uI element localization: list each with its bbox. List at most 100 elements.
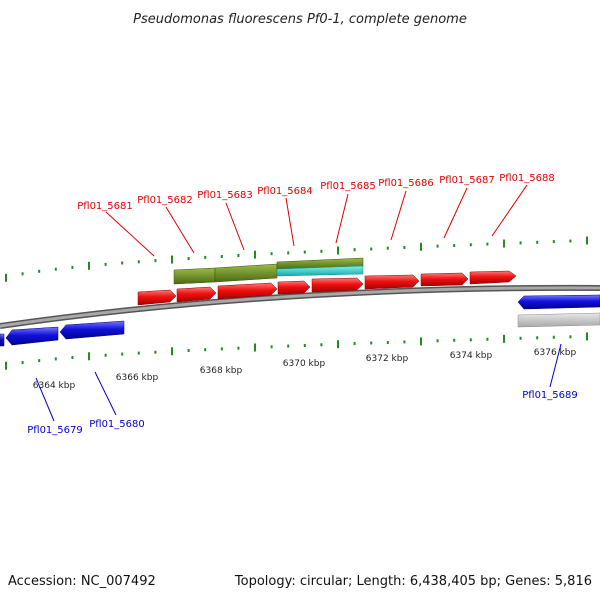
gene-label[interactable]: Pfl01_5680 [89, 419, 145, 430]
minor-tick [38, 269, 41, 273]
forward-gene[interactable] [217, 282, 278, 300]
major-tick [171, 255, 173, 264]
minor-tick [237, 346, 240, 350]
reverse-gene[interactable] [59, 320, 125, 340]
ruler-label: 6374 kbp [450, 351, 493, 361]
minor-tick [536, 336, 539, 340]
ruler-label: 6368 kbp [200, 366, 243, 376]
gene-label[interactable]: Pfl01_5688 [499, 173, 555, 184]
forward-gene[interactable] [364, 274, 420, 290]
minor-tick [552, 335, 555, 339]
major-tick [503, 239, 505, 248]
gene-label[interactable]: Pfl01_5689 [522, 390, 578, 401]
reverse-gene[interactable] [5, 326, 59, 346]
minor-tick [486, 242, 489, 246]
reverse-gene[interactable] [517, 294, 600, 310]
minor-tick [220, 347, 223, 351]
minor-tick [469, 243, 472, 247]
forward-gene[interactable] [176, 286, 217, 303]
major-tick [586, 332, 588, 341]
major-tick [420, 242, 422, 251]
minor-tick [519, 336, 522, 340]
major-tick [88, 261, 90, 270]
olive-feature [214, 263, 278, 283]
minor-tick [154, 259, 157, 263]
minor-tick [154, 350, 157, 354]
gene-label[interactable]: Pfl01_5687 [439, 175, 495, 186]
minor-tick [287, 344, 290, 348]
reverse-gene-labels: Pfl01_5679 Pfl01_5680 Pfl01_5689 [27, 390, 578, 436]
minor-tick [370, 247, 373, 251]
minor-tick [370, 341, 373, 345]
feature-track [173, 257, 364, 285]
major-tick [420, 337, 422, 346]
ruler-label: 6364 kbp [33, 381, 76, 391]
minor-tick [104, 262, 107, 266]
minor-tick [453, 244, 456, 247]
forward-gene[interactable] [469, 270, 517, 285]
inner-tick-track [5, 332, 588, 370]
major-tick [337, 340, 339, 349]
minor-tick [403, 246, 406, 249]
minor-tick [220, 255, 223, 258]
gene-label[interactable]: Pfl01_5686 [378, 178, 434, 189]
minor-tick [320, 249, 323, 253]
ruler-label: 6366 kbp [116, 373, 159, 383]
minor-tick [320, 343, 323, 347]
minor-tick [386, 341, 389, 344]
major-tick [254, 250, 256, 259]
map-title: Pseudomonas fluorescens Pf0-1, complete … [133, 12, 467, 27]
gene-label[interactable]: Pfl01_5683 [197, 190, 253, 201]
gene-label[interactable]: Pfl01_5684 [257, 186, 313, 197]
minor-tick [71, 356, 74, 359]
minor-tick [137, 351, 140, 355]
topology-text: Topology: circular; Length: 6,438,405 bp… [234, 574, 592, 589]
reverse-gene[interactable] [0, 333, 5, 347]
gene-label[interactable]: Pfl01_5682 [137, 195, 193, 206]
minor-tick [204, 348, 207, 352]
forward-gene[interactable] [420, 272, 469, 287]
minor-tick [353, 248, 356, 252]
minor-tick [469, 338, 472, 342]
minor-tick [453, 338, 456, 342]
minor-tick [536, 240, 539, 244]
minor-tick [38, 359, 41, 363]
minor-tick [303, 344, 306, 347]
minor-tick [54, 267, 57, 271]
minor-tick [204, 255, 207, 259]
gene-label[interactable]: Pfl01_5685 [320, 181, 376, 192]
minor-tick [486, 337, 489, 341]
minor-tick [137, 260, 140, 264]
minor-tick [287, 251, 290, 255]
major-tick [88, 352, 90, 361]
genome-backbone-highlight [0, 286, 600, 328]
ruler-label: 6372 kbp [366, 354, 409, 364]
minor-tick [187, 349, 190, 352]
ruler-label: 6376 kbp [534, 348, 577, 358]
minor-tick [54, 357, 57, 361]
gene-label[interactable]: Pfl01_5679 [27, 425, 83, 436]
minor-tick [403, 340, 406, 344]
ruler-labels: 6364 kbp 6366 kbp 6368 kbp 6370 kbp 6372… [33, 348, 577, 391]
minor-tick [237, 254, 240, 257]
minor-tick [569, 239, 572, 243]
forward-gene[interactable] [311, 277, 364, 293]
forward-gene[interactable] [137, 289, 177, 306]
forward-gene[interactable] [277, 280, 311, 295]
major-tick [254, 343, 256, 352]
minor-tick [270, 252, 273, 256]
minor-tick [71, 265, 74, 269]
gene-label[interactable]: Pfl01_5681 [77, 201, 133, 212]
minor-tick [21, 272, 24, 276]
minor-tick [436, 244, 439, 248]
minor-tick [121, 261, 124, 265]
pseudo-gene[interactable] [517, 312, 600, 328]
forward-gene-labels: Pfl01_5681 Pfl01_5682 Pfl01_5683 Pfl01_5… [77, 173, 555, 212]
cyan-feature [276, 265, 364, 277]
minor-tick [303, 250, 306, 254]
forward-strand-genes [137, 270, 517, 306]
major-tick [5, 361, 7, 370]
olive-feature [173, 267, 216, 285]
minor-tick [21, 361, 24, 365]
